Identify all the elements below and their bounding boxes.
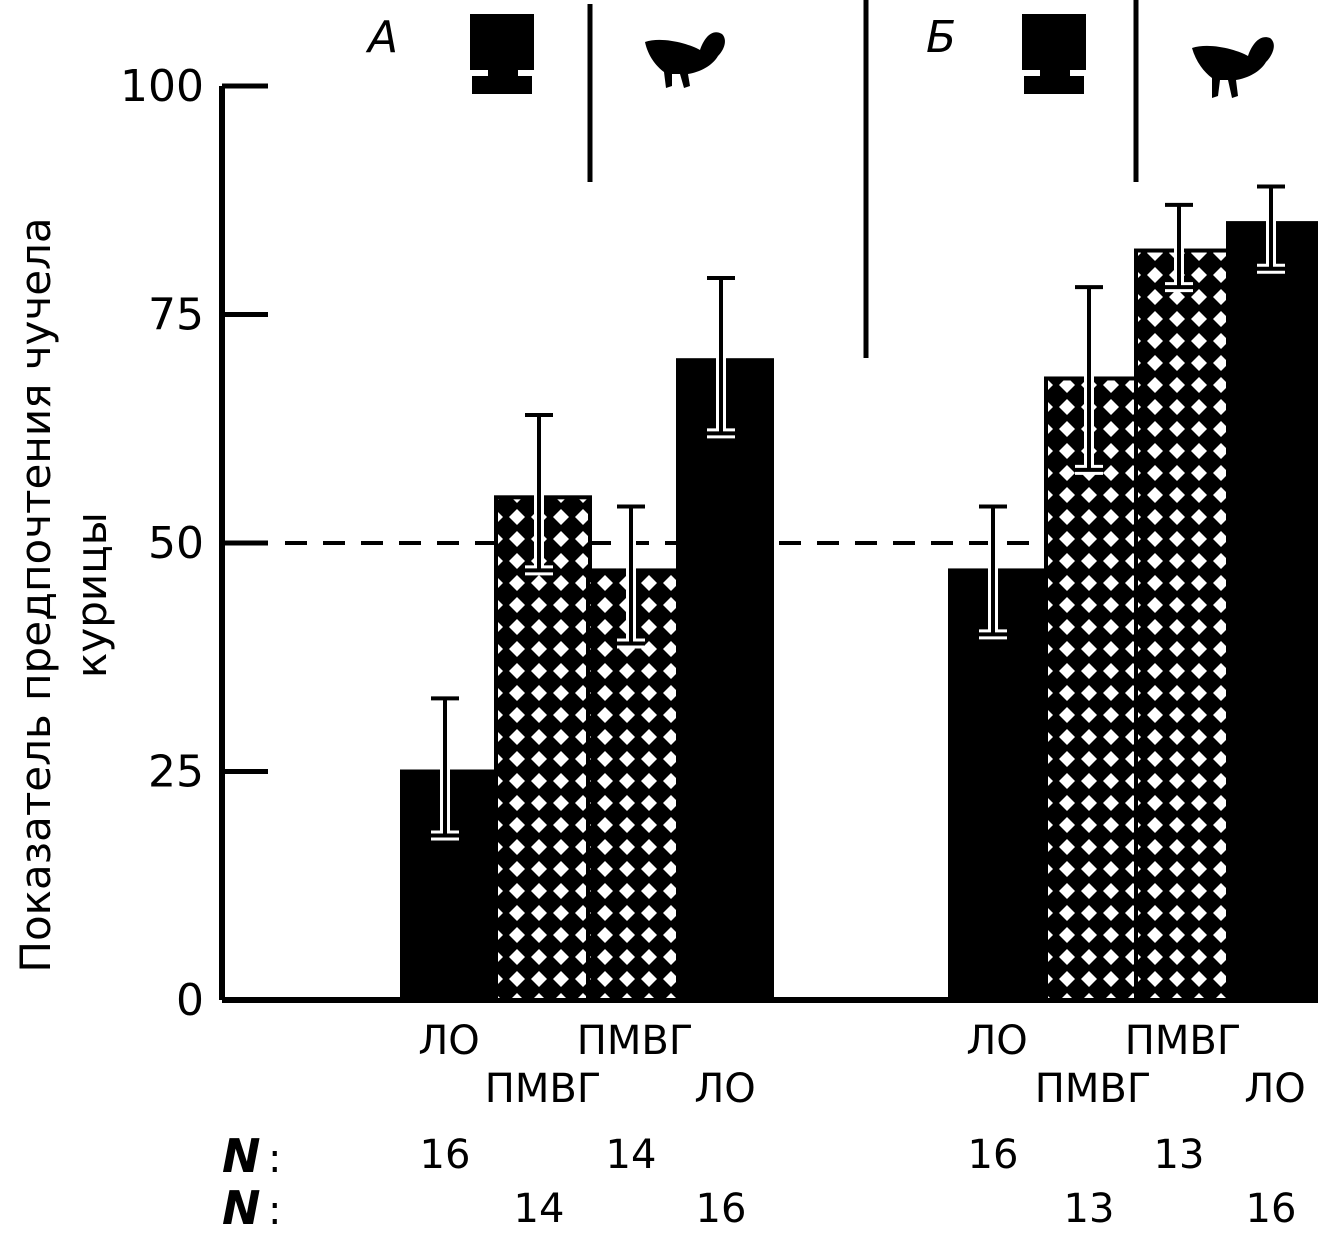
- n-value: 16: [1246, 1186, 1297, 1232]
- panel-label-b: Б: [926, 12, 956, 63]
- ylabel-line-1: Показатель предпочтения чучела: [11, 217, 60, 972]
- error-bar: [617, 501, 645, 649]
- error-bar: [1075, 282, 1103, 475]
- panel-label-a: А: [365, 12, 398, 63]
- chicken-icon: [645, 32, 725, 88]
- category-label: ПМВГ: [1035, 1066, 1151, 1112]
- y-tick-label: 0: [176, 975, 204, 1026]
- n-value: 13: [1064, 1186, 1115, 1232]
- n-value: 16: [968, 1132, 1019, 1178]
- ylabel-line-2: курицы: [67, 512, 116, 678]
- category-label: ПМВГ: [1125, 1018, 1241, 1064]
- category-label: ЛО: [418, 1018, 480, 1064]
- stimulus-box-icon: [470, 14, 534, 94]
- bar-b-3: [1134, 248, 1232, 1002]
- category-label: ПМВГ: [577, 1018, 693, 1064]
- error-bar: [707, 272, 735, 439]
- y-axis-ticks: 0 25 50 75 100: [120, 61, 268, 1026]
- n-value: 16: [420, 1132, 471, 1178]
- n-value: 13: [1154, 1132, 1205, 1178]
- category-label: ПМВГ: [485, 1066, 601, 1112]
- n-value: 14: [514, 1186, 565, 1232]
- bar-a-4: [676, 358, 774, 1002]
- y-axis-label: Показатель предпочтения чучела курицы: [11, 217, 116, 972]
- y-tick-label: 75: [148, 290, 204, 341]
- n-separator-row-2: :: [268, 1188, 281, 1234]
- category-label: ЛО: [694, 1066, 756, 1112]
- error-bar: [979, 501, 1007, 640]
- category-label: ЛО: [966, 1018, 1028, 1064]
- error-bar: [1257, 181, 1285, 274]
- error-bar: [1165, 199, 1193, 293]
- category-label: ЛО: [1244, 1066, 1306, 1112]
- bars-layer: [400, 181, 1318, 1003]
- bar-b-2: [1044, 376, 1142, 1003]
- n-value: 14: [606, 1132, 657, 1178]
- bar-b-4: [1226, 221, 1318, 1003]
- n-separator-row-1: :: [268, 1136, 281, 1182]
- y-tick-label: 25: [148, 747, 204, 798]
- chicken-icon: [1192, 37, 1274, 98]
- error-bar: [525, 410, 553, 576]
- y-tick-label: 100: [120, 61, 204, 112]
- y-tick-label: 50: [148, 518, 204, 569]
- stimulus-box-icon: [1022, 14, 1086, 94]
- n-value: 16: [696, 1186, 747, 1232]
- n-label-row-1: N: [222, 1129, 261, 1183]
- n-label-row-2: N: [222, 1181, 261, 1235]
- bar-a-2: [494, 495, 592, 1002]
- error-bar: [431, 693, 459, 841]
